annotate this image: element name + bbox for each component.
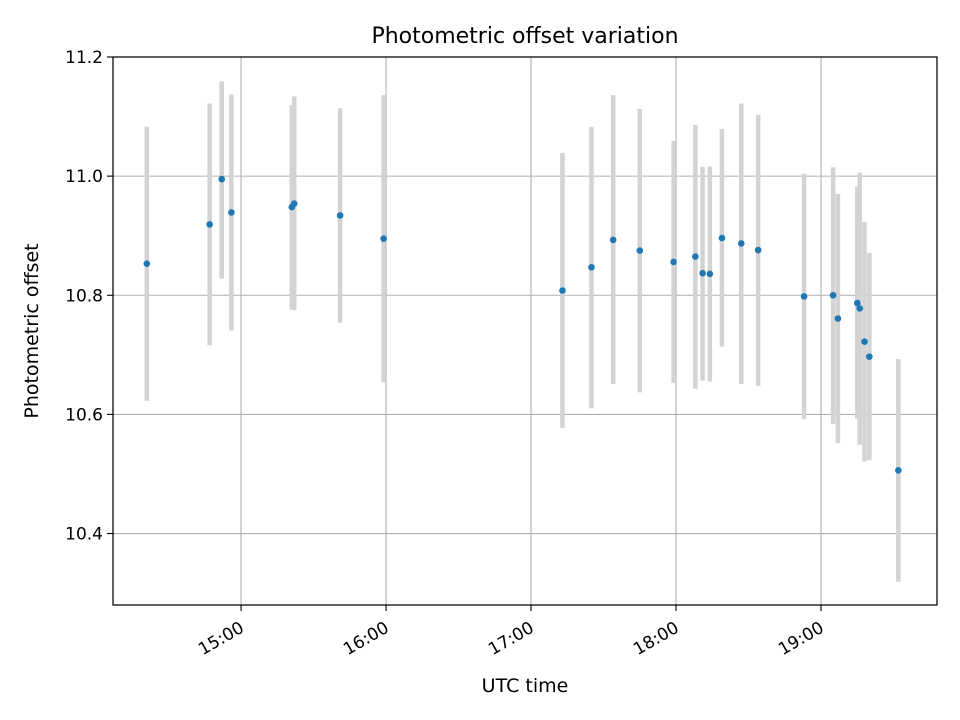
data-point <box>670 258 677 266</box>
data-point <box>290 200 298 207</box>
data-point <box>692 253 699 260</box>
data-point <box>636 247 644 254</box>
data-point <box>829 291 837 299</box>
data-points <box>143 175 902 474</box>
data-point <box>737 240 745 247</box>
data-point <box>228 209 235 216</box>
y-tick-label: 11.0 <box>65 167 103 187</box>
data-point <box>206 221 213 228</box>
data-point <box>718 234 726 242</box>
data-point <box>866 353 873 360</box>
data-point <box>861 338 868 346</box>
data-point <box>800 293 808 300</box>
data-point <box>588 263 595 271</box>
data-point <box>380 235 387 242</box>
data-point <box>609 236 617 244</box>
data-point <box>143 260 151 267</box>
data-point <box>895 467 902 474</box>
y-axis: 10.4 10.6 10.8 11.0 11.2 <box>65 48 113 545</box>
y-tick-label: 10.8 <box>65 286 103 306</box>
data-point <box>834 315 842 322</box>
data-point <box>706 270 714 278</box>
y-tick-label: 10.4 <box>65 525 103 545</box>
y-axis-label: Photometric offset <box>21 243 43 418</box>
y-tick-label: 11.2 <box>65 48 103 68</box>
chart-title: Photometric offset variation <box>371 24 678 49</box>
data-point <box>218 175 226 183</box>
data-point <box>853 299 861 307</box>
plot-frame <box>112 56 938 606</box>
data-point <box>699 269 706 277</box>
y-tick-label: 10.6 <box>65 405 103 425</box>
data-point <box>754 246 762 254</box>
x-axis-label: UTC time <box>482 675 569 697</box>
data-point <box>856 305 863 312</box>
data-point <box>336 212 344 219</box>
data-point <box>559 287 566 294</box>
